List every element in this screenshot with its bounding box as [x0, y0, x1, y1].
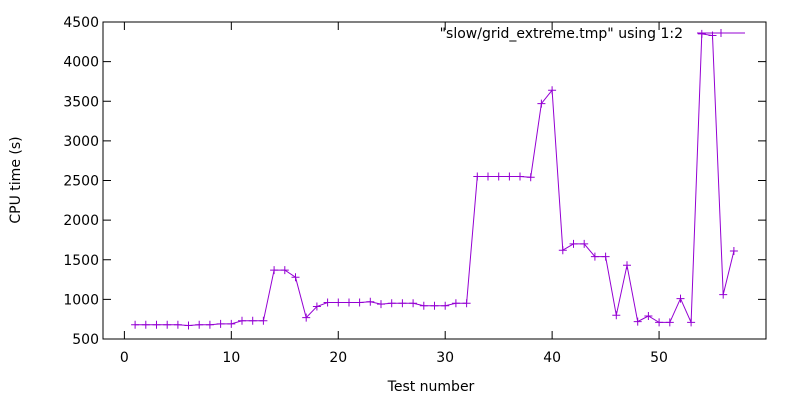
- data-point: [484, 172, 492, 181]
- plot-frame: [102, 21, 767, 340]
- data-point: [323, 298, 332, 307]
- y-tick-label: 3000: [63, 134, 99, 150]
- y-axis-ticks: 500 1000 1500 2000 2500 3000 3500 4000 4500: [63, 15, 766, 348]
- data-point: [505, 172, 514, 181]
- x-tick-label: 30: [436, 350, 454, 366]
- data-point: [633, 317, 642, 326]
- data-point: [195, 320, 204, 329]
- data-point: [334, 298, 343, 307]
- data-point: [419, 301, 428, 310]
- data-point: [259, 316, 268, 325]
- data-point: [163, 320, 172, 329]
- data-point: [580, 239, 589, 248]
- data-point: [558, 246, 567, 255]
- data-point: [516, 172, 524, 181]
- data-point: [526, 173, 535, 182]
- data-point: [345, 298, 353, 307]
- data-point: [270, 266, 279, 275]
- data-point: [655, 318, 664, 327]
- plot-axes: [102, 21, 767, 340]
- legend-label: "slow/grid_extreme.tmp" using 1:2: [440, 26, 683, 42]
- data-point: [141, 320, 150, 329]
- data-point: [227, 319, 236, 328]
- data-point: [590, 252, 599, 261]
- y-tick-label: 2500: [63, 174, 99, 190]
- data-point: [280, 266, 289, 275]
- data-point: [131, 320, 140, 329]
- data-point: [676, 294, 685, 303]
- x-tick-label: 10: [222, 350, 240, 366]
- data-point: [248, 316, 257, 325]
- series-layer: [131, 29, 738, 330]
- y-tick-label: 4000: [63, 55, 99, 71]
- legend: "slow/grid_extreme.tmp" using 1:2: [440, 26, 745, 42]
- data-point: [665, 318, 674, 327]
- x-tick-label: 0: [120, 350, 129, 366]
- data-point: [430, 301, 439, 310]
- data-point: [612, 311, 621, 320]
- y-tick-label: 500: [72, 332, 99, 348]
- data-point: [548, 86, 557, 95]
- y-tick-label: 4500: [63, 15, 99, 31]
- data-point: [569, 239, 578, 248]
- y-tick-label: 3500: [63, 94, 99, 110]
- data-point: [238, 316, 246, 325]
- data-point: [623, 261, 631, 270]
- x-tick-label: 50: [650, 350, 668, 366]
- data-point: [601, 252, 610, 261]
- data-point: [687, 318, 696, 327]
- data-point: [216, 319, 225, 328]
- data-point: [494, 172, 503, 181]
- y-axis-label: CPU time (s): [8, 136, 24, 223]
- data-point: [462, 299, 471, 308]
- legend-marker: [717, 29, 725, 37]
- y-tick-label: 1500: [63, 253, 99, 269]
- data-point: [644, 312, 653, 320]
- data-point: [451, 299, 460, 308]
- data-point: [729, 247, 738, 255]
- x-axis-label: Test number: [387, 379, 475, 395]
- y-tick-label: 1000: [63, 292, 99, 308]
- data-point: [697, 29, 706, 38]
- data-point: [205, 320, 214, 329]
- data-point: [173, 320, 182, 329]
- data-point: [377, 300, 385, 309]
- series-line: [135, 33, 735, 327]
- y-tick-label: 2000: [63, 213, 99, 229]
- data-point: [537, 99, 546, 108]
- data-point: [152, 320, 161, 329]
- data-point: [387, 299, 396, 308]
- data-point: [184, 321, 193, 330]
- data-point: [355, 298, 364, 307]
- data-point: [473, 172, 482, 181]
- x-tick-label: 40: [543, 350, 561, 366]
- data-point: [441, 301, 450, 310]
- data-point: [409, 299, 418, 308]
- x-tick-label: 20: [329, 350, 347, 366]
- x-axis-ticks: 0 10 20 30 40 50: [120, 22, 668, 366]
- data-point: [291, 273, 300, 282]
- data-point: [398, 299, 407, 308]
- data-point: [312, 302, 321, 311]
- data-point: [302, 313, 311, 322]
- data-point: [366, 297, 375, 306]
- data-point: [719, 290, 728, 299]
